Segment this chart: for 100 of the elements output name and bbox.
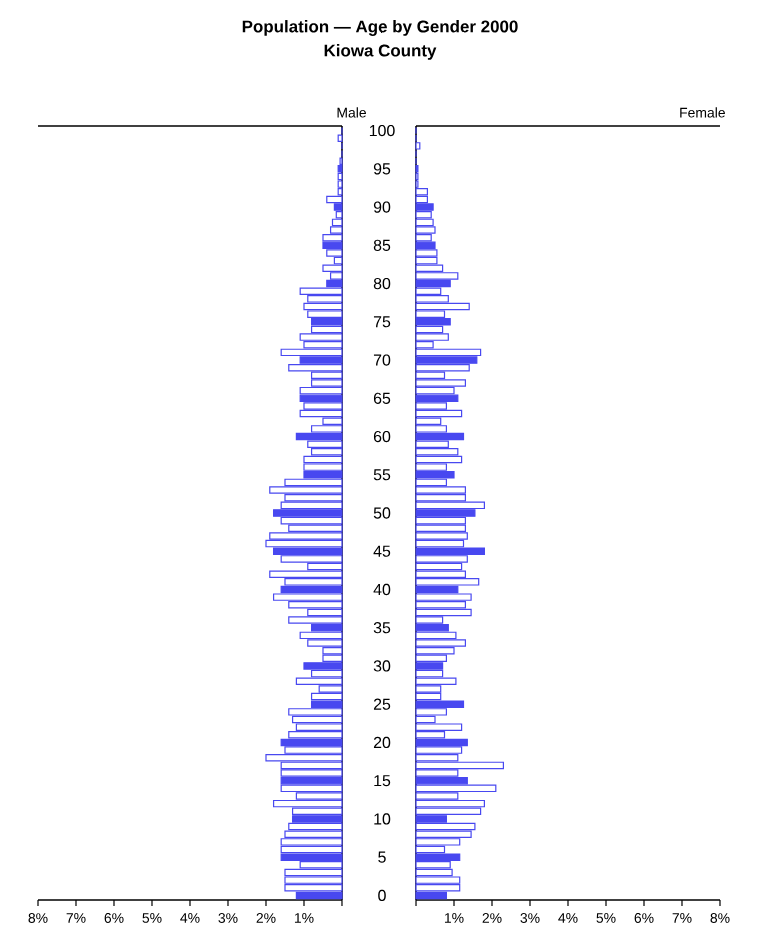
bar xyxy=(415,524,467,533)
bar xyxy=(280,516,343,525)
bar xyxy=(415,784,497,793)
bar xyxy=(280,838,343,846)
bar xyxy=(415,578,480,586)
bar xyxy=(303,662,343,670)
bar xyxy=(335,210,343,219)
bar xyxy=(415,662,444,670)
bar xyxy=(291,815,343,823)
bar xyxy=(415,677,457,686)
bar xyxy=(280,853,343,861)
bar xyxy=(415,348,482,357)
bar xyxy=(415,547,485,555)
bar xyxy=(329,226,343,234)
bar xyxy=(415,884,461,892)
bar xyxy=(415,409,463,418)
bar xyxy=(299,287,343,295)
bar xyxy=(280,845,343,854)
bar xyxy=(272,799,343,808)
bar xyxy=(299,333,343,341)
bar xyxy=(415,623,449,632)
bar xyxy=(299,386,343,395)
bar xyxy=(291,715,343,724)
bar xyxy=(415,807,482,816)
bar xyxy=(415,249,438,257)
bar xyxy=(415,746,463,754)
bar xyxy=(326,249,343,257)
bar xyxy=(415,318,451,326)
bar xyxy=(303,402,343,410)
bar xyxy=(280,784,343,793)
bar xyxy=(269,486,343,494)
bar xyxy=(415,241,436,250)
bar xyxy=(288,363,343,372)
bar xyxy=(415,226,436,234)
bar xyxy=(415,486,467,494)
bar xyxy=(415,799,485,808)
bar xyxy=(415,279,451,288)
bar xyxy=(415,272,459,280)
bar xyxy=(415,188,429,196)
bar xyxy=(415,325,444,334)
bar xyxy=(310,448,343,456)
bar xyxy=(415,379,467,387)
bar xyxy=(415,700,465,708)
bar xyxy=(415,593,472,601)
bar xyxy=(415,868,453,877)
bar xyxy=(284,830,343,838)
bar xyxy=(284,876,343,884)
bar xyxy=(415,471,455,479)
bar xyxy=(415,233,432,242)
bar xyxy=(415,432,465,441)
bar xyxy=(303,302,343,311)
bar xyxy=(307,295,343,303)
bar xyxy=(415,363,470,372)
bar xyxy=(326,195,343,204)
bar xyxy=(415,562,463,571)
bar xyxy=(415,501,485,510)
bar xyxy=(415,761,504,770)
bar xyxy=(280,769,343,777)
bar xyxy=(303,463,343,471)
bar xyxy=(415,601,467,609)
bar xyxy=(415,394,459,403)
bar xyxy=(272,509,343,517)
bar xyxy=(415,302,470,311)
bar xyxy=(284,884,343,892)
bar xyxy=(295,432,343,441)
bar xyxy=(299,409,343,418)
bar xyxy=(295,677,343,686)
bar xyxy=(299,631,343,640)
bar xyxy=(295,723,343,731)
bar xyxy=(280,555,343,563)
bar xyxy=(415,356,478,364)
bar xyxy=(415,853,461,861)
bar xyxy=(415,448,459,456)
bar xyxy=(272,593,343,601)
bar xyxy=(272,547,343,555)
bar xyxy=(288,731,343,739)
bar xyxy=(269,570,343,578)
bar xyxy=(310,318,343,326)
text: Kiowa County xyxy=(324,44,437,60)
bar xyxy=(415,256,438,265)
bar xyxy=(415,830,472,838)
bar xyxy=(415,723,463,731)
bar xyxy=(329,272,343,280)
bar xyxy=(307,310,343,318)
bar xyxy=(415,822,476,831)
bar xyxy=(322,264,343,272)
bar xyxy=(415,195,429,204)
bar xyxy=(303,455,343,464)
bar xyxy=(415,654,448,663)
bar xyxy=(415,210,432,219)
bar xyxy=(415,876,461,884)
bar xyxy=(415,203,434,211)
bar xyxy=(284,868,343,877)
bar xyxy=(288,822,343,831)
bar xyxy=(280,585,343,594)
bar xyxy=(333,203,343,211)
bar xyxy=(322,233,343,242)
bar xyxy=(299,394,343,403)
bar xyxy=(331,218,343,227)
bar xyxy=(322,241,343,250)
